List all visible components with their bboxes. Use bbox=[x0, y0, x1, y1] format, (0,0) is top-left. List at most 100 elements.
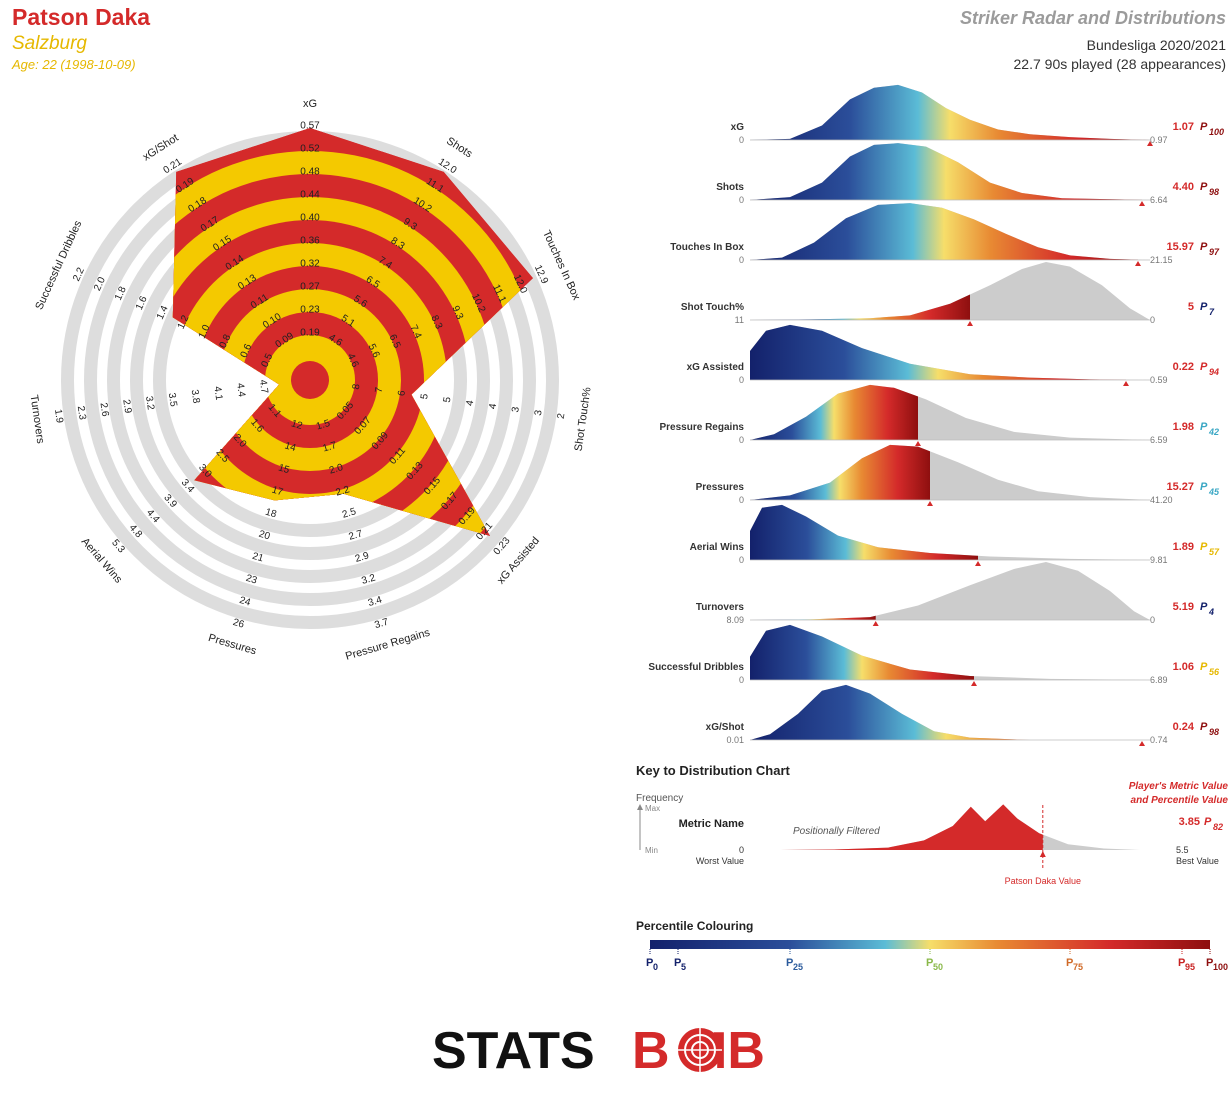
radar-tick-label: 8 bbox=[351, 383, 363, 391]
radar-tick-label: 2.0 bbox=[92, 275, 108, 293]
key-marker bbox=[1039, 851, 1046, 857]
player-metric-value: 4.40 bbox=[1173, 181, 1194, 193]
key-example-value: 3.85 bbox=[1179, 816, 1200, 828]
radar-tick-label: 20 bbox=[257, 529, 271, 543]
percentile-gradient-bar bbox=[650, 940, 1210, 949]
radar-metric-label: Shots bbox=[444, 135, 475, 161]
distribution-fill bbox=[750, 203, 1138, 260]
distribution-min-label: 0 bbox=[739, 555, 744, 565]
radar-tick-label: 4.6 bbox=[345, 352, 361, 370]
player-value-marker bbox=[1139, 741, 1145, 746]
player-value-marker bbox=[967, 321, 973, 326]
radar-tick-label: 1.0 bbox=[197, 323, 213, 341]
distribution-metric-label: Aerial Wins bbox=[690, 542, 745, 553]
distribution-metric-label: Pressures bbox=[696, 482, 745, 493]
distribution-metric-label: xG bbox=[731, 122, 745, 133]
player-metric-value: 5.19 bbox=[1173, 601, 1194, 613]
radar-tick-label: 0.36 bbox=[300, 236, 320, 247]
percentile-tick-p: P bbox=[1178, 957, 1185, 969]
key-worst-value: Worst Value bbox=[696, 856, 744, 866]
distribution-metric-label: Pressure Regains bbox=[660, 422, 745, 433]
distribution-min-label: 8.09 bbox=[726, 615, 744, 625]
radar-tick-label: 3.5 bbox=[166, 392, 179, 408]
radar-centre bbox=[291, 361, 329, 399]
player-percentile-value: 4 bbox=[1208, 607, 1214, 617]
distribution-row: xG Assisted 0 0.59 0.22 P 94 bbox=[687, 324, 1219, 386]
radar-metric-label: xG bbox=[303, 98, 317, 110]
distribution-max-label: 0 bbox=[1150, 615, 1155, 625]
distribution-min-label: 0 bbox=[739, 435, 744, 445]
key-worst-num: 0 bbox=[739, 845, 744, 855]
radar-tick-label: 4 bbox=[487, 402, 499, 410]
percentile-tick-value: 25 bbox=[793, 962, 803, 972]
player-percentile-value: 97 bbox=[1209, 247, 1220, 257]
radar-tick-label: 23 bbox=[244, 573, 258, 587]
distribution-min-label: 0 bbox=[739, 375, 744, 385]
key-player-metric-line2: and Percentile Value bbox=[1131, 795, 1229, 806]
key-max: Max bbox=[645, 804, 660, 813]
distribution-row: Turnovers 8.09 0 5.19 P 4 bbox=[696, 562, 1214, 626]
statsbomb-logo: STATS B MB bbox=[432, 1022, 765, 1078]
player-value-marker bbox=[1135, 261, 1141, 266]
key-frequency: Frequency bbox=[636, 793, 683, 804]
player-metric-value: 1.98 bbox=[1173, 421, 1194, 433]
distribution-fill bbox=[750, 84, 1150, 140]
percentile-tick-p: P bbox=[786, 957, 793, 969]
distribution-max-label: 6.89 bbox=[1150, 675, 1168, 685]
radar-metric-label: Pressure Regains bbox=[344, 627, 432, 663]
radar-tick-label: 1.2 bbox=[176, 313, 192, 331]
radar-tick-label: 1.5 bbox=[315, 418, 332, 433]
radar-chart: 0.190.230.270.320.360.400.440.480.520.57… bbox=[27, 98, 593, 663]
key-best-num: 5.5 bbox=[1176, 845, 1189, 855]
distribution-fill bbox=[750, 684, 1142, 740]
radar-metric-label: Pressures bbox=[207, 632, 258, 658]
radar-tick-label: 4 bbox=[465, 399, 477, 407]
radar-tick-label: 12 bbox=[290, 418, 304, 432]
minutes-played: 22.7 90s played (28 appearances) bbox=[1013, 56, 1226, 72]
radar-tick-label: 21 bbox=[251, 551, 265, 565]
player-percentile-value: 42 bbox=[1208, 427, 1219, 437]
percentile-tick-p: P bbox=[646, 957, 653, 969]
radar-tick-label: 14 bbox=[283, 440, 297, 454]
distribution-max-label: 0.59 bbox=[1150, 375, 1168, 385]
radar-tick-label: 1.9 bbox=[52, 409, 65, 425]
radar-tick-label: 0.27 bbox=[300, 282, 320, 293]
radar-tick-label: 26 bbox=[232, 617, 246, 631]
key-arrow-head bbox=[637, 804, 643, 810]
radar-tick-label: 4.1 bbox=[211, 386, 224, 402]
radar-tick-label: 0.40 bbox=[300, 213, 320, 224]
player-percentile: P bbox=[1200, 241, 1208, 253]
radar-tick-label: 7.4 bbox=[407, 323, 423, 341]
distribution-max-label: 6.64 bbox=[1150, 195, 1168, 205]
distribution-min-label: 0 bbox=[739, 495, 744, 505]
player-value-marker bbox=[1147, 141, 1153, 146]
radar-tick-label: 0.52 bbox=[300, 144, 320, 155]
distribution-row: Pressure Regains 0 6.59 1.98 P 42 bbox=[660, 384, 1219, 446]
radar-tick-label: 0.5 bbox=[259, 352, 275, 370]
distribution-metric-label: xG/Shot bbox=[706, 722, 745, 733]
percentile-tick-value: 5 bbox=[681, 962, 686, 972]
player-percentile: P bbox=[1200, 481, 1208, 493]
key-metric-name: Metric Name bbox=[679, 818, 744, 830]
radar-tick-label: 2.9 bbox=[354, 550, 371, 565]
percentile-tick-p: P bbox=[1066, 957, 1073, 969]
radar-tick-label: 0.19 bbox=[300, 328, 320, 339]
radar-tick-label: 8.3 bbox=[428, 314, 444, 332]
distribution-metric-label: Turnovers bbox=[696, 602, 745, 613]
team-name: Salzburg bbox=[12, 33, 87, 54]
radar-tick-label: 1.6 bbox=[134, 294, 150, 312]
player-metric-value: 1.06 bbox=[1173, 661, 1194, 673]
radar-tick-label: 2.2 bbox=[71, 266, 87, 284]
key-example-p: P bbox=[1204, 816, 1212, 828]
distribution-row: xG/Shot 0.01 0.74 0.24 P 98 bbox=[706, 684, 1219, 746]
player-name: Patson Daka bbox=[12, 4, 151, 30]
radar-tick-label: 6.5 bbox=[387, 333, 403, 351]
distribution-row: xG 0 0.97 1.07 P 100 bbox=[731, 84, 1224, 146]
radar-tick-label: 2.5 bbox=[341, 506, 358, 521]
distribution-row: Touches In Box 0 21.15 15.97 P 97 bbox=[670, 203, 1220, 266]
distribution-min-label: 0 bbox=[739, 675, 744, 685]
logo-target-icon bbox=[678, 1028, 722, 1072]
distribution-metric-label: Successful Dribbles bbox=[648, 662, 744, 673]
percentile-tick-p: P bbox=[674, 957, 681, 969]
radar-tick-label: 3 bbox=[510, 406, 522, 414]
